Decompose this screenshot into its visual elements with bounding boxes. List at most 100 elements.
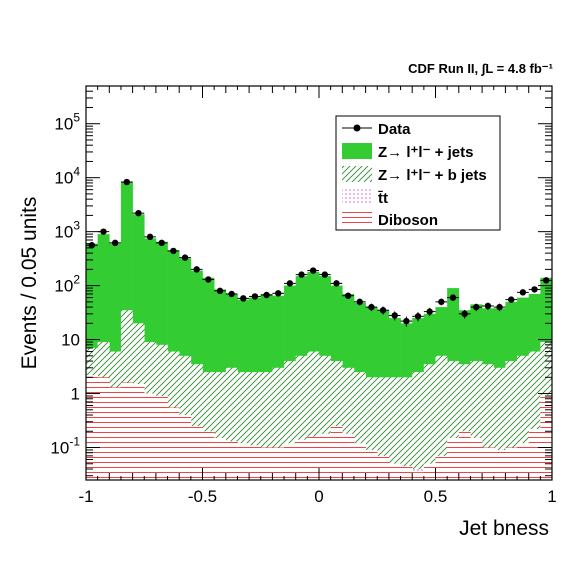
zbjets-bar [458, 364, 471, 480]
zbjets-bar [319, 355, 331, 480]
y-tick-label: 104 [54, 165, 80, 188]
legend-label-zjets: Z→ l⁺l⁻ + jets [378, 144, 473, 161]
zbjets-bar [260, 372, 273, 480]
data-point [111, 239, 119, 247]
diboson-bar [540, 394, 552, 480]
data-point [158, 239, 165, 247]
zbjets-bar [482, 364, 495, 480]
data-point [286, 280, 294, 287]
data-point [298, 271, 305, 278]
data-point [100, 228, 107, 235]
legend: Data Z→ l⁺l⁻ + jets Z→ l⁺l⁻ + b jets t̄t… [335, 115, 501, 231]
x-tick-label: -1 [78, 487, 93, 506]
zbjets-bar [447, 361, 460, 480]
diboson-bar [377, 455, 390, 480]
zbjets-bar [272, 367, 285, 480]
y-axis-title: Events / 0.05 units [18, 197, 41, 370]
diboson-bar [190, 426, 203, 480]
diboson-bar [97, 377, 110, 480]
data-point [414, 313, 422, 320]
diboson-bar [132, 384, 145, 480]
y-tick-label: 10-1 [50, 435, 80, 458]
diboson-bar [120, 382, 133, 480]
diboson-bar [365, 449, 378, 480]
legend-label-diboson: Diboson [378, 212, 438, 229]
data-point [391, 312, 398, 319]
data-point [275, 290, 282, 297]
zbjets-bar [214, 372, 227, 480]
collaboration-header: CDF Run II, ∫L = 4.8 fb⁻¹ [408, 61, 553, 76]
diboson-bar [470, 438, 483, 480]
data-point [461, 310, 468, 318]
data-point [123, 178, 130, 186]
data-point [205, 276, 212, 283]
data-point [531, 286, 538, 293]
data-point [333, 280, 340, 287]
data-point [216, 287, 224, 295]
stacked-histograms [86, 181, 552, 480]
data-point [368, 303, 375, 311]
data-point [344, 292, 352, 299]
x-tick-label: 1 [547, 487, 556, 506]
diboson-bar [412, 472, 425, 480]
legend-swatch-ttbar [342, 189, 372, 205]
data-point [379, 307, 387, 314]
data-point [496, 303, 503, 311]
diboson-bar [202, 431, 215, 480]
zbjets-bar [249, 372, 262, 480]
data-point [251, 293, 259, 300]
diboson-bar [505, 447, 518, 480]
data-point [263, 291, 270, 299]
x-tick-label: 0.5 [424, 487, 448, 506]
zbjets-bar [470, 361, 483, 480]
y-tick-label: 1 [71, 385, 80, 404]
data-point [228, 290, 235, 298]
zbjets-bar [190, 364, 203, 480]
zbjets-bar [423, 364, 436, 480]
zbjets-bar [202, 372, 215, 480]
data-point [519, 289, 527, 296]
x-tick-label: -0.5 [188, 487, 217, 506]
diboson-bar [307, 436, 320, 480]
diboson-bar [342, 433, 355, 480]
legend-label-data: Data [378, 121, 411, 138]
y-tick-label: 102 [54, 273, 80, 296]
diboson-bar [109, 387, 122, 480]
data-point [240, 295, 247, 302]
diboson-bar [295, 439, 308, 480]
data-point [170, 247, 177, 255]
zbjets-bar [225, 367, 238, 480]
zbjets-bar [505, 361, 518, 480]
diboson-bar [144, 393, 157, 480]
data-point [542, 277, 550, 284]
data-point [135, 209, 142, 217]
diboson-bar [260, 447, 273, 480]
zbjets-bar [412, 372, 425, 480]
zbjets-bar [237, 372, 250, 480]
diboson-bar [155, 396, 168, 480]
zbjets-bar [295, 355, 308, 480]
diboson-bar [435, 455, 448, 480]
zbjets-bar [400, 377, 413, 480]
zbjets-bar [353, 372, 366, 480]
diboson-bar [482, 447, 495, 480]
diboson-bar [284, 443, 296, 480]
diboson-bar [249, 445, 262, 480]
diboson-bar [237, 443, 250, 480]
data-point [438, 298, 445, 306]
data-point [309, 267, 317, 274]
legend-data-marker [353, 124, 361, 132]
zbjets-bar [365, 377, 378, 480]
zbjets-bar [377, 377, 390, 480]
x-axis-title: Jet bness [459, 517, 549, 540]
data-point [403, 317, 410, 325]
data-point [181, 254, 189, 261]
diboson-bar [423, 463, 436, 480]
y-tick-label: 103 [54, 219, 80, 242]
diboson-bar [493, 449, 506, 480]
zbjets-bar [493, 367, 506, 480]
legend-label-ttbar: t̄t [377, 190, 388, 207]
zbjets-bar [307, 351, 320, 480]
diboson-bar [458, 431, 471, 480]
